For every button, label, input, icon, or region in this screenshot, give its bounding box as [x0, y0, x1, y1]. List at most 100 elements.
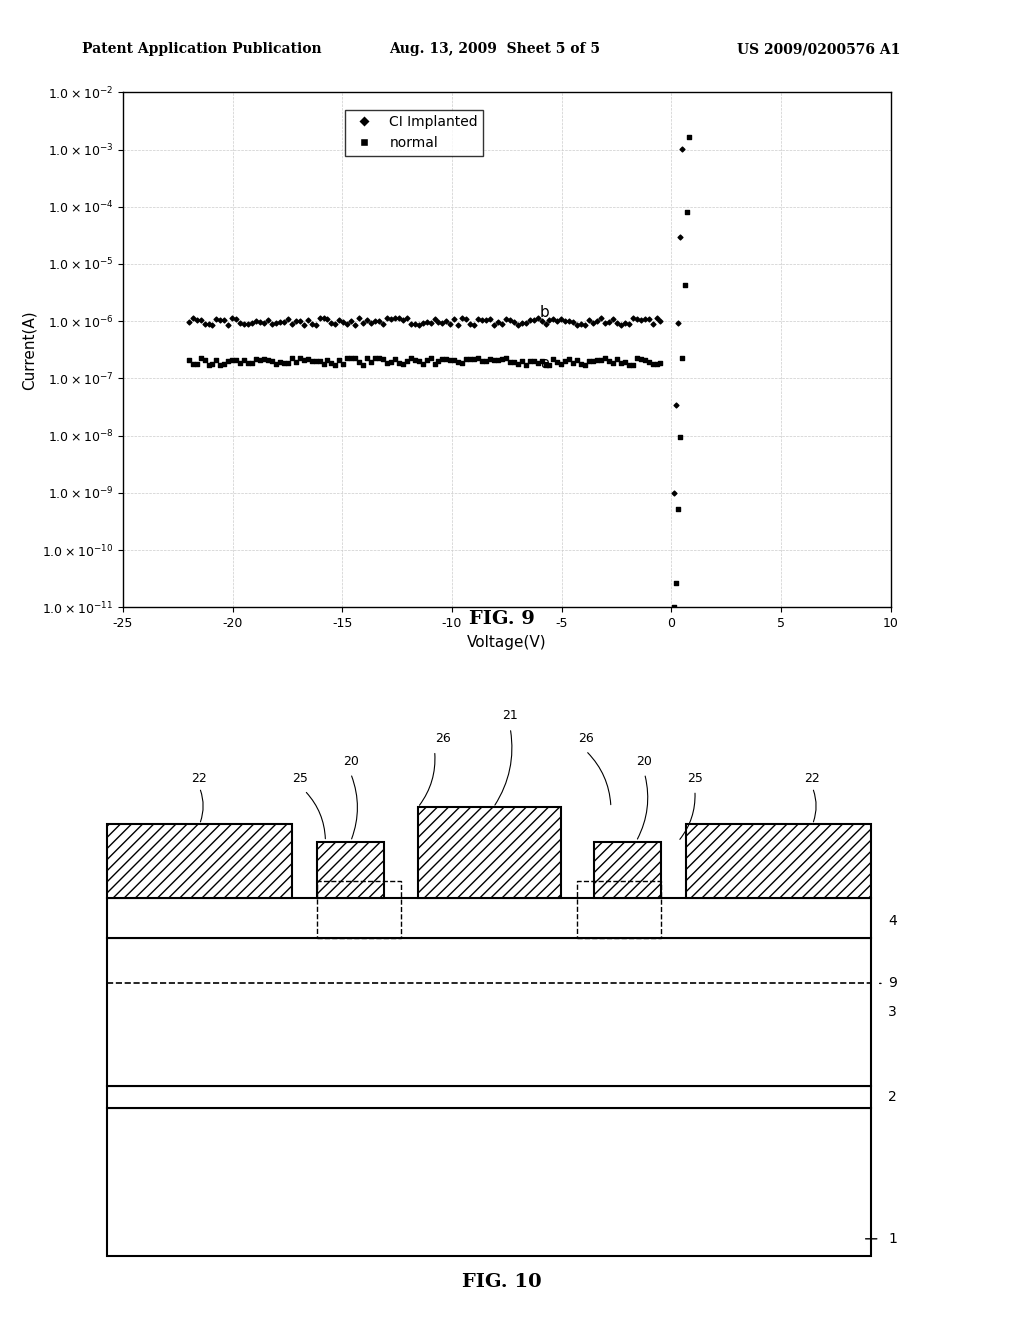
Point [359, 347, 376, 368]
Point [666, 597, 682, 618]
Point [577, 314, 593, 335]
Text: 9: 9 [888, 977, 897, 990]
Point [777, 29, 794, 50]
Point [694, 26, 711, 48]
Point [694, 28, 711, 49]
Point [802, 24, 818, 45]
Point [687, 25, 703, 46]
Point [725, 28, 741, 49]
Point [764, 22, 780, 44]
Point [494, 348, 510, 370]
Point [478, 351, 495, 372]
Point [351, 308, 368, 329]
Point [454, 308, 470, 329]
Point [513, 312, 529, 333]
Point [502, 310, 518, 331]
Point [561, 310, 578, 331]
Point [573, 354, 590, 375]
Point [355, 355, 372, 376]
Point [601, 351, 617, 372]
Point [328, 355, 344, 376]
Point [744, 29, 761, 50]
Point [668, 573, 684, 594]
Point [621, 313, 637, 334]
Point [525, 350, 542, 371]
Point [184, 308, 201, 329]
Point [256, 313, 272, 334]
Point [608, 348, 625, 370]
Point [434, 313, 451, 334]
Point [398, 308, 415, 329]
Point [775, 24, 792, 45]
Point [489, 312, 506, 333]
Point [275, 312, 292, 333]
Text: Aug. 13, 2009  Sheet 5 of 5: Aug. 13, 2009 Sheet 5 of 5 [389, 42, 600, 57]
Point [760, 24, 776, 45]
Point [446, 309, 463, 330]
Point [489, 350, 506, 371]
Bar [578, 882, 662, 939]
Point [180, 312, 197, 333]
Point [773, 28, 790, 49]
Point [679, 201, 695, 222]
Point [738, 25, 755, 46]
Point [362, 312, 379, 333]
Point [224, 308, 241, 329]
Point [692, 29, 709, 50]
Point [795, 28, 811, 49]
Point [220, 314, 237, 335]
Point [422, 347, 438, 368]
Point [315, 352, 332, 374]
Point [549, 351, 565, 372]
Point [387, 308, 403, 329]
Point [742, 26, 759, 48]
Point [621, 354, 637, 375]
Point [725, 25, 741, 46]
Point [804, 22, 820, 44]
Point [700, 25, 717, 46]
Text: 20: 20 [343, 755, 358, 768]
Point [394, 354, 411, 375]
Point [271, 312, 288, 333]
Point [184, 354, 201, 375]
Point [714, 28, 730, 49]
Point [797, 28, 813, 49]
Point [797, 26, 813, 48]
Point [740, 21, 757, 42]
Point [375, 348, 391, 370]
Point [677, 50, 693, 71]
Text: 1: 1 [888, 1232, 897, 1246]
Point [825, 24, 842, 45]
Point [735, 24, 752, 45]
Point [434, 348, 451, 370]
Point [521, 351, 538, 372]
Point [260, 350, 276, 371]
Point [292, 348, 308, 370]
Point [644, 313, 660, 334]
Point [557, 350, 573, 371]
Point [331, 350, 347, 371]
Point [727, 25, 743, 46]
Point [510, 354, 526, 375]
Point [205, 354, 221, 375]
Point [742, 24, 759, 45]
Text: 25: 25 [292, 772, 308, 784]
Point [738, 28, 755, 49]
Point [585, 312, 601, 333]
Point [608, 313, 625, 334]
Point [288, 351, 304, 372]
Point [648, 308, 665, 329]
Point [565, 352, 582, 374]
Bar [108, 1109, 871, 1255]
Point [525, 310, 542, 331]
Point [839, 22, 855, 44]
Point [710, 21, 726, 42]
Point [458, 309, 474, 330]
Point [367, 310, 383, 331]
Point [347, 347, 364, 368]
Point [545, 309, 561, 330]
Point [640, 351, 656, 372]
Point [793, 21, 809, 42]
Point [670, 499, 686, 520]
Point [812, 24, 828, 45]
